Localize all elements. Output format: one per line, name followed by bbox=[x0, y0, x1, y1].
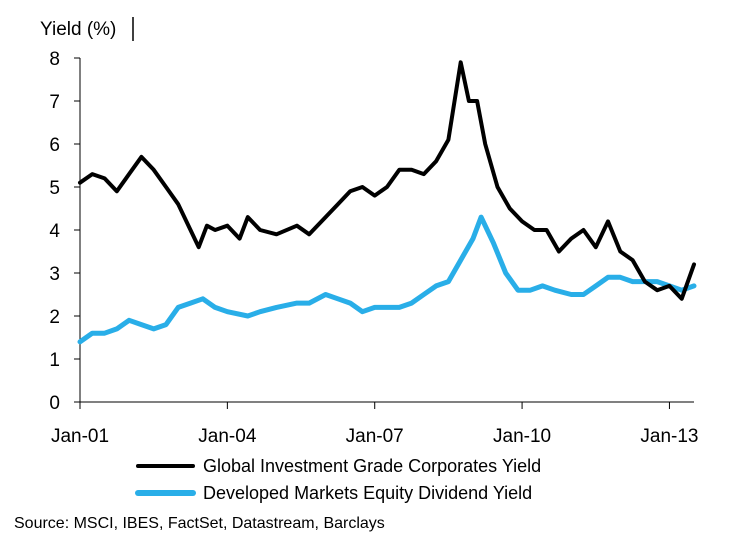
axes bbox=[74, 57, 694, 409]
x-tick-label: Jan-04 bbox=[198, 426, 257, 447]
y-tick-label: 5 bbox=[49, 178, 60, 199]
y-tick-label: 4 bbox=[49, 221, 60, 242]
series-lines bbox=[77, 60, 697, 345]
y-tick-label: 8 bbox=[49, 49, 60, 70]
y-tick-label: 3 bbox=[49, 264, 60, 285]
y-axis-title: Yield (%) bbox=[40, 19, 116, 40]
x-tick-label: Jan-07 bbox=[346, 426, 404, 447]
y-tick-label: 2 bbox=[49, 307, 60, 328]
y-tick-label: 1 bbox=[49, 350, 60, 371]
y-tick-labels: 0 1 2 3 4 5 6 7 8 bbox=[49, 49, 60, 414]
y-tick-label: 7 bbox=[49, 92, 60, 113]
source-note: Source: MSCI, IBES, FactSet, Datastream,… bbox=[14, 515, 385, 532]
x-tick-label: Jan-10 bbox=[493, 426, 551, 447]
legend-label-dividend: Developed Markets Equity Dividend Yield bbox=[203, 483, 532, 503]
series-line-dividend-yield bbox=[77, 214, 697, 345]
legend-label-corporates: Global Investment Grade Corporates Yield bbox=[203, 456, 541, 476]
y-tick-label: 0 bbox=[49, 393, 60, 414]
x-tick-label: Jan-01 bbox=[51, 426, 109, 447]
legend: Global Investment Grade Corporates Yield… bbox=[135, 456, 541, 503]
x-tick-labels: Jan-01 Jan-04 Jan-07 Jan-10 Jan-13 bbox=[51, 426, 699, 447]
series-line-corporates-yield bbox=[78, 60, 696, 301]
y-tick-label: 6 bbox=[49, 135, 60, 156]
x-tick-label: Jan-13 bbox=[640, 426, 698, 447]
